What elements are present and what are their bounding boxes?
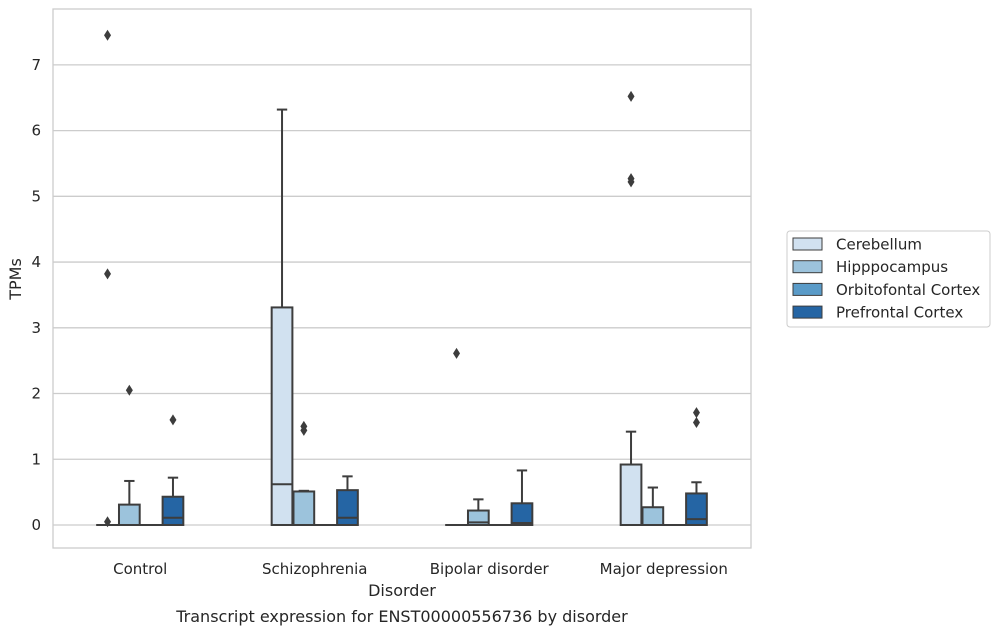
y-tick-label: 4: [31, 253, 41, 271]
y-tick-label: 1: [31, 450, 41, 468]
box-group: [96, 29, 119, 528]
x-axis-label: Disorder: [368, 581, 436, 600]
legend-frame: [786, 230, 991, 328]
y-tick-label: 6: [31, 122, 41, 140]
y-tick-label: 5: [31, 187, 41, 205]
outlier-point: [627, 90, 635, 102]
legend-swatch: [792, 237, 823, 251]
box: [117, 503, 141, 526]
box: [336, 489, 359, 526]
plot-frame: [52, 8, 752, 549]
y-axis-label: TPMs: [6, 258, 25, 301]
box-group: [685, 407, 708, 526]
x-tick-label: Bipolar disorder: [430, 560, 550, 578]
y-tick-label: 0: [31, 516, 41, 534]
y-tick-labels: 0 1 2 3 4 5 6 7: [31, 56, 41, 534]
x-tick-labels: Control Schizophrenia Bipolar disorder Majo…: [113, 560, 728, 578]
box-group: [619, 90, 643, 526]
legend-swatch: [792, 282, 823, 296]
outlier-point: [692, 416, 700, 428]
legend-label: Orbitofontal Cortex: [836, 281, 980, 299]
outlier-point: [125, 384, 133, 396]
legend-label: Prefrontal Cortex: [836, 304, 963, 322]
outlier-point: [627, 173, 635, 185]
legend-label: Hipppocampus: [836, 258, 948, 276]
y-tick-label: 2: [31, 385, 41, 403]
box-group: [510, 469, 534, 526]
outlier-point: [300, 420, 308, 432]
box: [685, 492, 708, 526]
legend-swatch: [792, 305, 823, 319]
x-tick-label: Major depression: [600, 560, 728, 578]
box-group: [270, 108, 294, 526]
box-group: [161, 414, 185, 526]
box: [510, 502, 534, 526]
box-group: [336, 475, 359, 526]
x-tick-label: Control: [113, 560, 167, 578]
box-group: [117, 384, 141, 526]
legend-swatch: [792, 260, 823, 274]
box-group: [641, 486, 665, 526]
outlier-point: [453, 347, 461, 359]
outlier-point: [104, 29, 112, 41]
gridlines: [53, 64, 751, 526]
box-group: [292, 420, 316, 526]
y-tick-label: 7: [31, 56, 41, 74]
box-group: [445, 347, 468, 527]
box: [161, 495, 185, 526]
outlier-point: [692, 407, 700, 419]
outlier-point: [104, 268, 112, 280]
legend: Cerebellum Hipppocampus Orbitofontal Corte…: [786, 230, 991, 328]
legend-label: Cerebellum: [836, 236, 922, 254]
box-group: [466, 498, 490, 526]
box-series: [96, 29, 708, 528]
y-tick-label: 3: [31, 319, 41, 337]
chart-caption: Transcript expression for ENST0000055673…: [175, 607, 628, 626]
box: [292, 490, 316, 526]
outlier-point: [104, 516, 112, 528]
box: [641, 506, 665, 526]
x-tick-label: Schizophrenia: [262, 560, 367, 578]
outlier-point: [169, 414, 177, 426]
box: [270, 306, 294, 526]
box: [619, 463, 643, 526]
